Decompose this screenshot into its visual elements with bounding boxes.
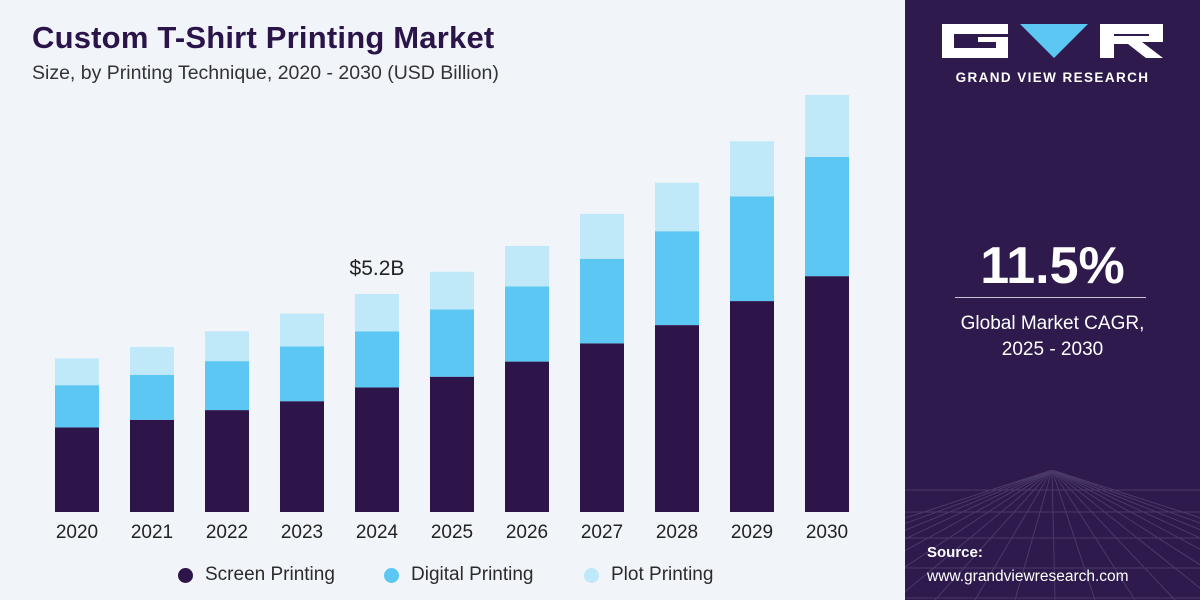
bar-2020-plot-printing <box>55 358 99 386</box>
stacked-bar-chart: 2020 2021 2022 2023 2024 $5.2B 2025 2026 2027 202… <box>55 95 849 543</box>
bar-2022-plot-printing <box>205 331 249 362</box>
chart-title: Custom T-Shirt Printing Market <box>32 20 495 55</box>
x-tick-label-2021: 2021 <box>131 522 173 543</box>
x-tick-label-2022: 2022 <box>206 522 248 543</box>
legend-swatch-plot <box>584 567 599 583</box>
bar-2025-plot-printing <box>430 271 474 310</box>
legend-label-digital: Digital Printing <box>411 564 534 585</box>
bar-2022-screen-printing <box>205 410 249 512</box>
bar-2030-screen-printing <box>805 276 849 512</box>
bar-2025-screen-printing <box>430 376 474 512</box>
chart-legend: Screen Printing Digital Printing Plot Pr… <box>0 560 905 590</box>
bar-2023-screen-printing <box>280 401 324 512</box>
legend-swatch-screen <box>178 567 193 583</box>
cagr-divider <box>955 297 1146 298</box>
x-tick-label-2026: 2026 <box>506 522 548 543</box>
brand-panel: GRAND VIEW RESEARCH 11.5% Global Market … <box>905 0 1200 600</box>
cagr-value: 11.5% <box>980 237 1125 295</box>
bar-2030-plot-printing <box>805 95 849 157</box>
bar-2020-screen-printing <box>55 427 99 512</box>
legend-item-screen-printing: Screen Printing <box>178 560 335 590</box>
bar-2029-digital-printing <box>730 196 774 302</box>
bar-2026-screen-printing <box>505 361 549 512</box>
bar-2020-digital-printing <box>55 385 99 428</box>
bar-2028-screen-printing <box>655 325 699 512</box>
bar-2021-digital-printing <box>130 374 174 420</box>
cagr-label: Global Market CAGR, 2025 - 2030 <box>905 311 1200 363</box>
bar-2030-digital-printing <box>805 156 849 277</box>
bar-2029-plot-printing <box>730 141 774 197</box>
bar-2029-screen-printing <box>730 301 774 512</box>
bar-2025-digital-printing <box>430 309 474 377</box>
x-tick-label-2030: 2030 <box>806 522 848 543</box>
bar-2028-digital-printing <box>655 231 699 326</box>
bar-2024-digital-printing <box>355 331 399 388</box>
bar-2022-digital-printing <box>205 361 249 411</box>
bar-2021-plot-printing <box>130 346 174 375</box>
x-tick-label-2020: 2020 <box>56 522 98 543</box>
x-tick-label-2023: 2023 <box>281 522 323 543</box>
bar-2026-digital-printing <box>505 286 549 362</box>
gvr-logo-icon <box>942 24 1163 58</box>
bar-2024-plot-printing <box>355 293 399 332</box>
legend-item-digital-printing: Digital Printing <box>384 560 534 590</box>
x-tick-label-2025: 2025 <box>431 522 473 543</box>
source-title: Source: <box>927 544 983 561</box>
bar-2023-plot-printing <box>280 313 324 347</box>
legend-swatch-digital <box>384 567 399 583</box>
legend-item-plot-printing: Plot Printing <box>584 560 713 590</box>
x-tick-label-2027: 2027 <box>581 522 623 543</box>
chart-panel: Custom T-Shirt Printing Market Size, by … <box>0 20 905 590</box>
x-tick-label-2024: 2024 <box>356 522 399 543</box>
bar-2023-digital-printing <box>280 346 324 402</box>
cagr-label-line1: Global Market CAGR, <box>960 313 1145 334</box>
bar-2021-screen-printing <box>130 419 174 512</box>
data-label-2024: $5.2B <box>350 257 405 280</box>
x-tick-label-2029: 2029 <box>731 522 773 543</box>
cagr-label-line2: 2025 - 2030 <box>1001 339 1104 360</box>
legend-label-screen: Screen Printing <box>205 564 335 585</box>
source-url-link[interactable]: www.grandviewresearch.com <box>927 568 1129 585</box>
brand-name: GRAND VIEW RESEARCH <box>955 70 1150 85</box>
decorative-grid-pattern <box>905 470 1200 600</box>
legend-label-plot: Plot Printing <box>611 564 714 585</box>
chart-subtitle: Size, by Printing Technique, 2020 - 2030… <box>32 62 499 84</box>
x-tick-label-2028: 2028 <box>656 522 698 543</box>
bar-2024-screen-printing <box>355 387 399 512</box>
bar-2027-plot-printing <box>580 213 624 259</box>
bar-2027-digital-printing <box>580 258 624 344</box>
bar-2027-screen-printing <box>580 343 624 512</box>
bar-2028-plot-printing <box>655 182 699 232</box>
bar-2026-plot-printing <box>505 245 549 287</box>
